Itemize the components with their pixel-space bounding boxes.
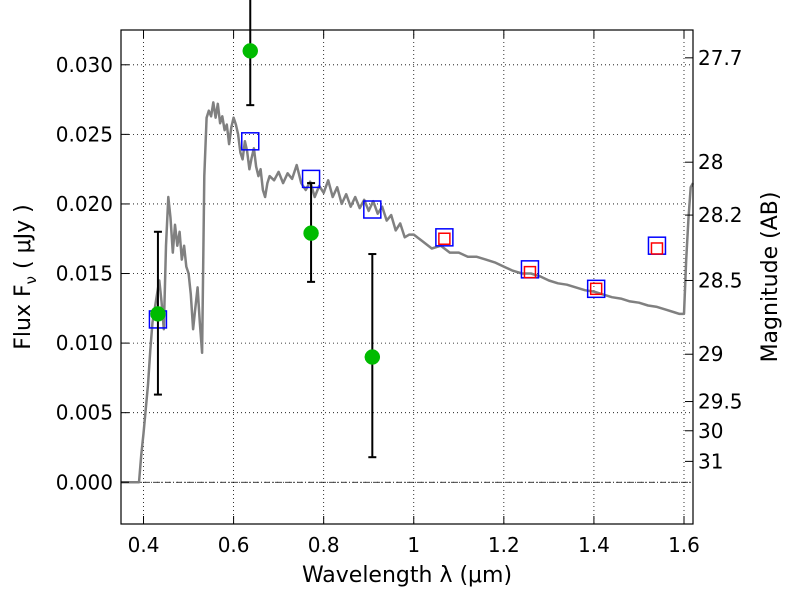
spectrum-line	[121, 101, 695, 484]
y-axis-label: Flux Fν ( μJy )	[11, 204, 40, 349]
blue-square-marker	[363, 200, 382, 219]
y-tick-label: 0.030	[56, 53, 113, 77]
y-axis-label-units: ( μJy )	[11, 204, 36, 276]
y-axis-label-main: Flux F	[11, 284, 36, 349]
x-axis-label: Wavelength λ (μm)	[302, 563, 512, 588]
plot-frame	[120, 29, 694, 525]
red-square-marker	[523, 265, 537, 279]
tick-labels: 0.4 0.6 0.8 1 1.2 1.4 1.6 0.000 0.005 0.010 0.015 0…	[56, 46, 743, 557]
y2-tick-label: 29.5	[698, 390, 743, 414]
series-layer	[121, 0, 695, 484]
red-square-marker	[589, 282, 603, 296]
x-tick-label: 1.2	[488, 533, 520, 557]
y-tick-label: 0.000	[56, 470, 113, 494]
y2-tick-label: 27.7	[698, 46, 743, 70]
x-tick-label: 0.4	[128, 533, 160, 557]
y-tick-label: 0.025	[56, 122, 113, 146]
x-tick-label: 0.8	[308, 533, 340, 557]
red-square-marker	[650, 242, 664, 255]
blue-square-marker	[435, 228, 454, 247]
blue-square-marker	[241, 132, 260, 151]
green-data-point	[303, 225, 319, 241]
plot-background	[121, 30, 693, 524]
y2-tick-label: 30	[698, 419, 723, 443]
green-data-point	[364, 349, 381, 365]
y-axis-label-subscript: ν	[22, 276, 40, 284]
y2-tick-label: 29	[698, 342, 723, 366]
y2-tick-label: 28	[698, 150, 723, 174]
ticks	[121, 30, 693, 524]
y-tick-label: 0.010	[56, 331, 113, 355]
x-tick-label: 1	[407, 533, 420, 557]
green-data-point	[150, 306, 166, 322]
y2-tick-label: 31	[698, 449, 723, 473]
red-square-marker	[438, 232, 451, 245]
green-data-point	[242, 43, 259, 59]
y2-axis-label: Magnitude (AB)	[758, 192, 783, 363]
y-tick-label: 0.020	[56, 192, 113, 216]
y2-tick-label: 28.5	[698, 268, 743, 292]
y-tick-label: 0.015	[56, 262, 113, 286]
x-tick-label: 0.6	[218, 533, 250, 557]
x-tick-label: 1.6	[668, 533, 700, 557]
y-tick-label: 0.005	[56, 401, 113, 425]
x-tick-label: 1.4	[578, 533, 610, 557]
y2-tick-label: 28.2	[698, 203, 743, 227]
blue-square-marker	[586, 279, 606, 299]
